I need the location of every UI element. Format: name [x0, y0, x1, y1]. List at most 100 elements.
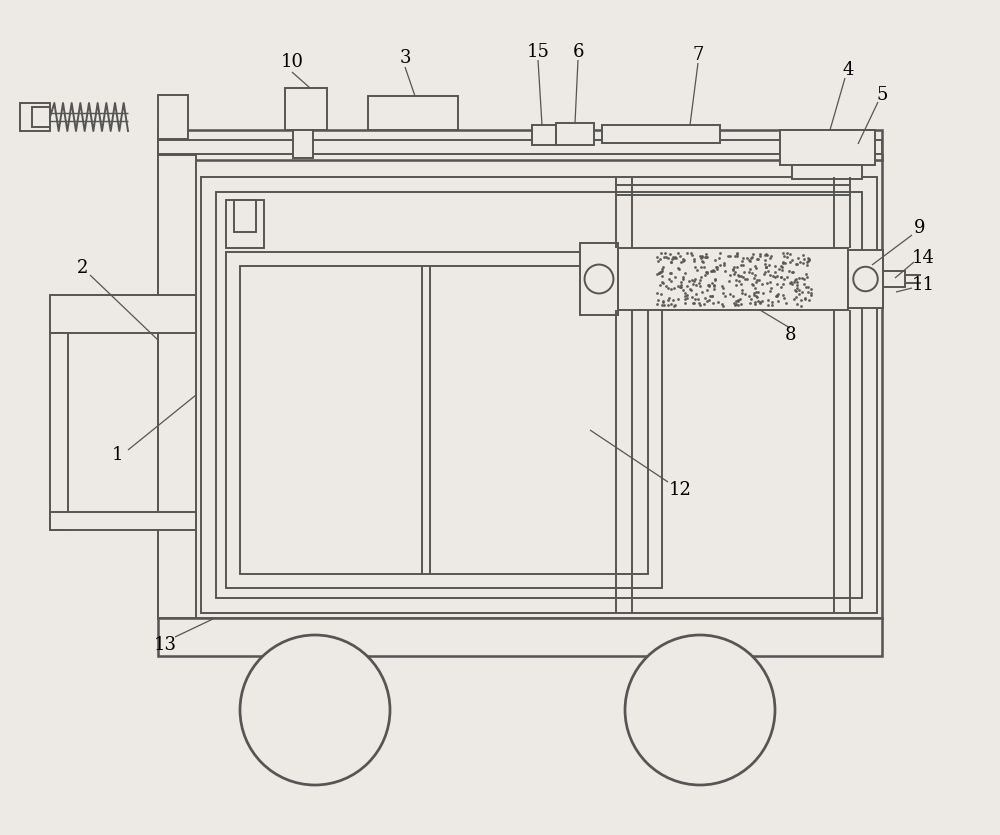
Point — [732, 292, 748, 306]
Point — [673, 256, 689, 269]
Point — [691, 296, 707, 310]
Point — [716, 256, 732, 269]
Text: 10: 10 — [280, 53, 304, 71]
Point — [748, 261, 764, 274]
Point — [653, 246, 669, 260]
Point — [730, 294, 746, 307]
Point — [657, 247, 673, 261]
Point — [728, 298, 744, 311]
Point — [795, 248, 811, 261]
Point — [737, 272, 753, 286]
Point — [742, 262, 758, 276]
Point — [798, 280, 814, 293]
Bar — [201, 177, 877, 613]
Point — [803, 288, 819, 301]
Text: 11: 11 — [912, 276, 934, 294]
Point — [714, 280, 730, 293]
Point — [763, 281, 779, 294]
Point — [789, 258, 805, 271]
Point — [743, 292, 759, 306]
Point — [775, 246, 791, 260]
Point — [758, 261, 774, 274]
Point — [651, 266, 667, 280]
Bar — [158, 155, 196, 618]
Point — [729, 248, 745, 261]
Point — [796, 277, 812, 291]
Point — [747, 281, 763, 295]
Point — [675, 283, 691, 296]
Point — [797, 293, 813, 306]
Point — [769, 277, 785, 291]
Point — [765, 269, 781, 282]
Point — [769, 289, 785, 302]
Point — [755, 286, 771, 299]
Point — [789, 298, 805, 311]
Point — [687, 292, 703, 306]
Point — [760, 264, 776, 277]
Point — [658, 250, 674, 264]
Point — [663, 255, 679, 268]
Point — [663, 274, 679, 287]
Point — [744, 277, 760, 291]
Point — [760, 299, 776, 312]
Point — [750, 253, 766, 266]
Point — [679, 288, 695, 301]
Point — [695, 256, 711, 269]
Point — [652, 252, 668, 266]
Point — [693, 251, 709, 265]
Point — [776, 291, 792, 305]
Point — [791, 283, 807, 296]
Point — [722, 287, 738, 301]
Point — [655, 296, 671, 309]
Point — [705, 263, 721, 276]
Point — [701, 279, 717, 292]
Text: 14: 14 — [912, 249, 934, 267]
Point — [666, 251, 682, 265]
Point — [655, 276, 671, 290]
Point — [754, 295, 770, 308]
Point — [734, 286, 750, 299]
Point — [687, 272, 703, 286]
Point — [722, 268, 738, 281]
Text: 12: 12 — [669, 481, 691, 499]
Point — [686, 296, 702, 310]
Point — [663, 296, 679, 310]
Point — [654, 299, 670, 312]
Point — [727, 250, 743, 263]
Point — [708, 261, 724, 274]
Point — [675, 271, 691, 284]
Point — [733, 258, 749, 271]
Point — [726, 261, 742, 274]
Point — [699, 265, 715, 278]
Point — [704, 290, 720, 303]
Point — [677, 296, 693, 310]
Point — [707, 254, 723, 267]
Point — [686, 274, 702, 287]
Point — [757, 257, 773, 271]
Bar — [20, 103, 50, 131]
Point — [793, 294, 809, 307]
Point — [800, 280, 816, 293]
Point — [706, 279, 722, 292]
Point — [671, 262, 687, 276]
Point — [653, 266, 669, 279]
Point — [710, 296, 726, 309]
Point — [741, 289, 757, 302]
Point — [767, 271, 783, 284]
Point — [660, 299, 676, 312]
Bar — [50, 295, 196, 333]
Point — [731, 270, 747, 283]
Point — [794, 271, 810, 284]
Circle shape — [625, 635, 775, 785]
Point — [741, 266, 757, 279]
Point — [769, 288, 785, 301]
Point — [749, 273, 765, 286]
Point — [776, 272, 792, 286]
Point — [759, 249, 775, 262]
Point — [683, 283, 699, 296]
Point — [684, 291, 700, 304]
Point — [692, 274, 708, 287]
Point — [656, 298, 672, 311]
Circle shape — [585, 265, 613, 293]
Point — [661, 291, 677, 305]
